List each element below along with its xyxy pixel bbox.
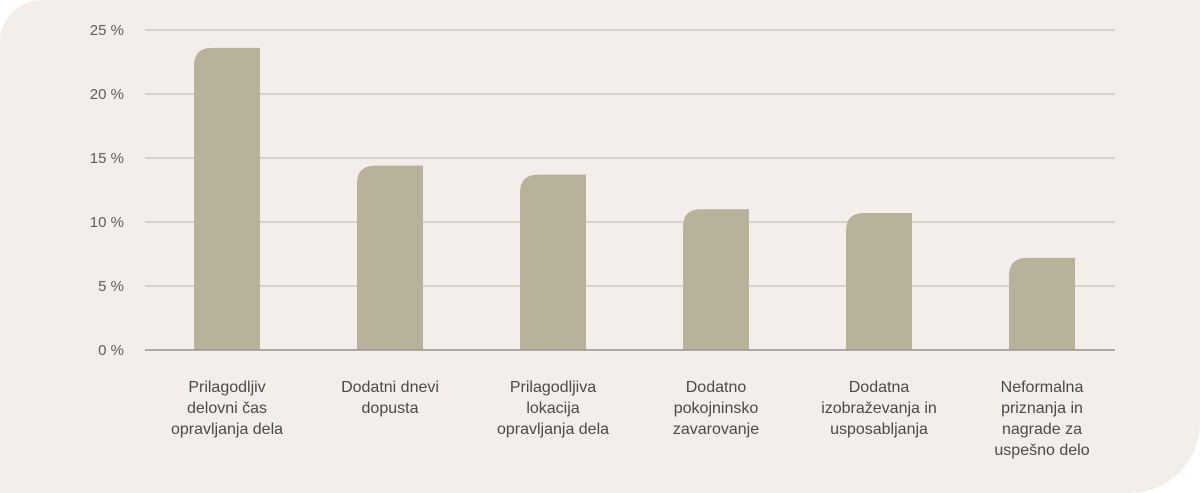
- y-tick-label: 20 %: [90, 86, 124, 103]
- y-tick-label: 15 %: [90, 150, 124, 167]
- x-category-label: Dodatni dnevi dopusta: [341, 379, 439, 417]
- y-tick-label: 10 %: [90, 214, 124, 231]
- x-category-label: Prilagodljiv delovni čas opravljanja dela: [171, 379, 283, 438]
- bar: [357, 165, 423, 350]
- x-axis-category-labels: Prilagodljiv delovni čas opravljanja dela D…: [171, 379, 1090, 459]
- bar: [194, 47, 260, 351]
- y-tick-label: 25 %: [90, 22, 124, 39]
- x-category-label: Neformalna priznanja in nagrade za uspešno …: [994, 379, 1089, 459]
- y-tick-label: 5 %: [98, 278, 124, 295]
- grid-lines: [145, 29, 1115, 287]
- bar: [683, 209, 749, 350]
- x-category-label: Dodatno pokojninsko zavarovanje: [673, 379, 759, 438]
- x-category-label: Dodatna izobraževanja in usposabljanja: [821, 379, 937, 438]
- x-category-label: Prilagodljiva lokacija opravljanja dela: [497, 379, 609, 438]
- bar: [846, 213, 912, 350]
- y-axis-tick-labels: 0 % 5 % 10 % 15 % 20 % 25 %: [90, 22, 124, 359]
- bars: [194, 47, 1075, 351]
- y-tick-label: 0 %: [98, 342, 124, 359]
- bar: [520, 174, 586, 350]
- bar: [1009, 257, 1075, 350]
